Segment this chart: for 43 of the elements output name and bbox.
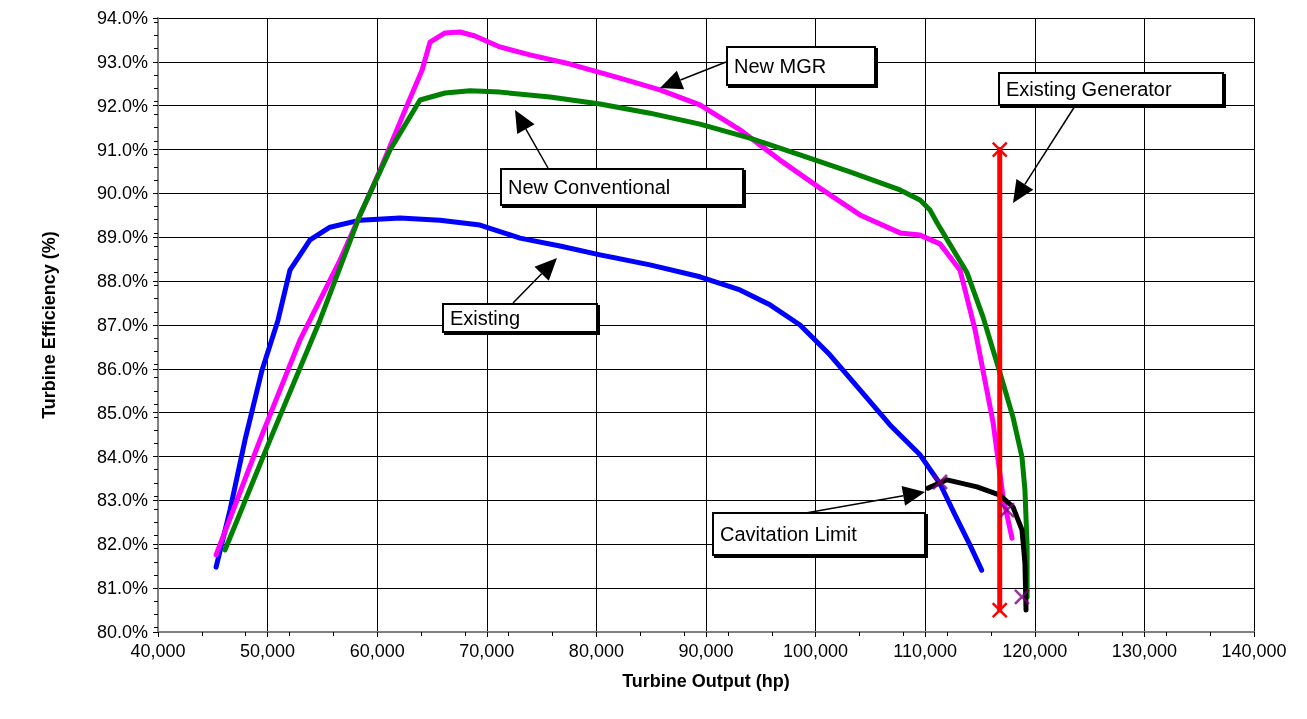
y-tick-label: 80.0%: [96, 622, 148, 642]
callout-box: Existing Generator: [998, 72, 1224, 106]
y-tick-label: 88.0%: [96, 271, 148, 292]
annotation: Existing Generator: [1006, 77, 1172, 101]
callout-box: Existing: [442, 303, 598, 333]
annotation: New Conventional: [508, 175, 671, 199]
x-tick-label: 80,000: [568, 641, 624, 661]
x-tick-label: 140,000: [1221, 641, 1287, 661]
x-axis-title: Turbine Output (hp): [622, 671, 790, 691]
point: [931, 473, 949, 491]
x-tick-label: 50,000: [240, 641, 296, 661]
x-tick-label: 70,000: [459, 641, 515, 661]
y-tick-label: 81.0%: [96, 578, 148, 599]
callout-box: Cavitation Limit: [712, 512, 926, 556]
y-tick-label: 89.0%: [96, 227, 148, 248]
y-tick-label: 87.0%: [96, 315, 148, 335]
x-tick-label: 40,000: [130, 641, 186, 661]
point: [991, 601, 1008, 619]
point: [998, 501, 1016, 519]
y-tick-label: 92.0%: [96, 95, 148, 116]
y-tick-label: 86.0%: [96, 358, 148, 379]
y-tick-label: 83.0%: [96, 490, 148, 511]
x-tick-label: 90,000: [678, 641, 734, 661]
y-tick-label: 90.0%: [96, 183, 148, 204]
point: [1013, 588, 1031, 606]
x-tick-label: 120,000: [1002, 641, 1068, 661]
callout-box: New Conventional: [500, 168, 744, 206]
y-axis-title: Turbine Efficiency (%): [39, 231, 59, 419]
y-tick-label: 85.0%: [96, 402, 148, 423]
y-tick-label: 94.0%: [96, 8, 148, 28]
annotation: Existing: [450, 306, 521, 330]
y-tick-label: 84.0%: [96, 446, 148, 467]
y-tick-label: 93.0%: [96, 51, 148, 72]
y-tick-label: 91.0%: [96, 139, 148, 160]
callout-box: New MGR: [726, 46, 876, 86]
x-tick-label: 130,000: [1111, 641, 1177, 661]
x-tick-label: 60,000: [349, 641, 405, 661]
y-tick-label: 82.0%: [96, 534, 148, 555]
annotation: New MGR: [734, 54, 827, 78]
annotation: Cavitation Limit: [720, 522, 857, 546]
point: [991, 141, 1008, 158]
x-tick-label: 100,000: [783, 641, 849, 661]
x-tick-label: 110,000: [893, 641, 958, 661]
